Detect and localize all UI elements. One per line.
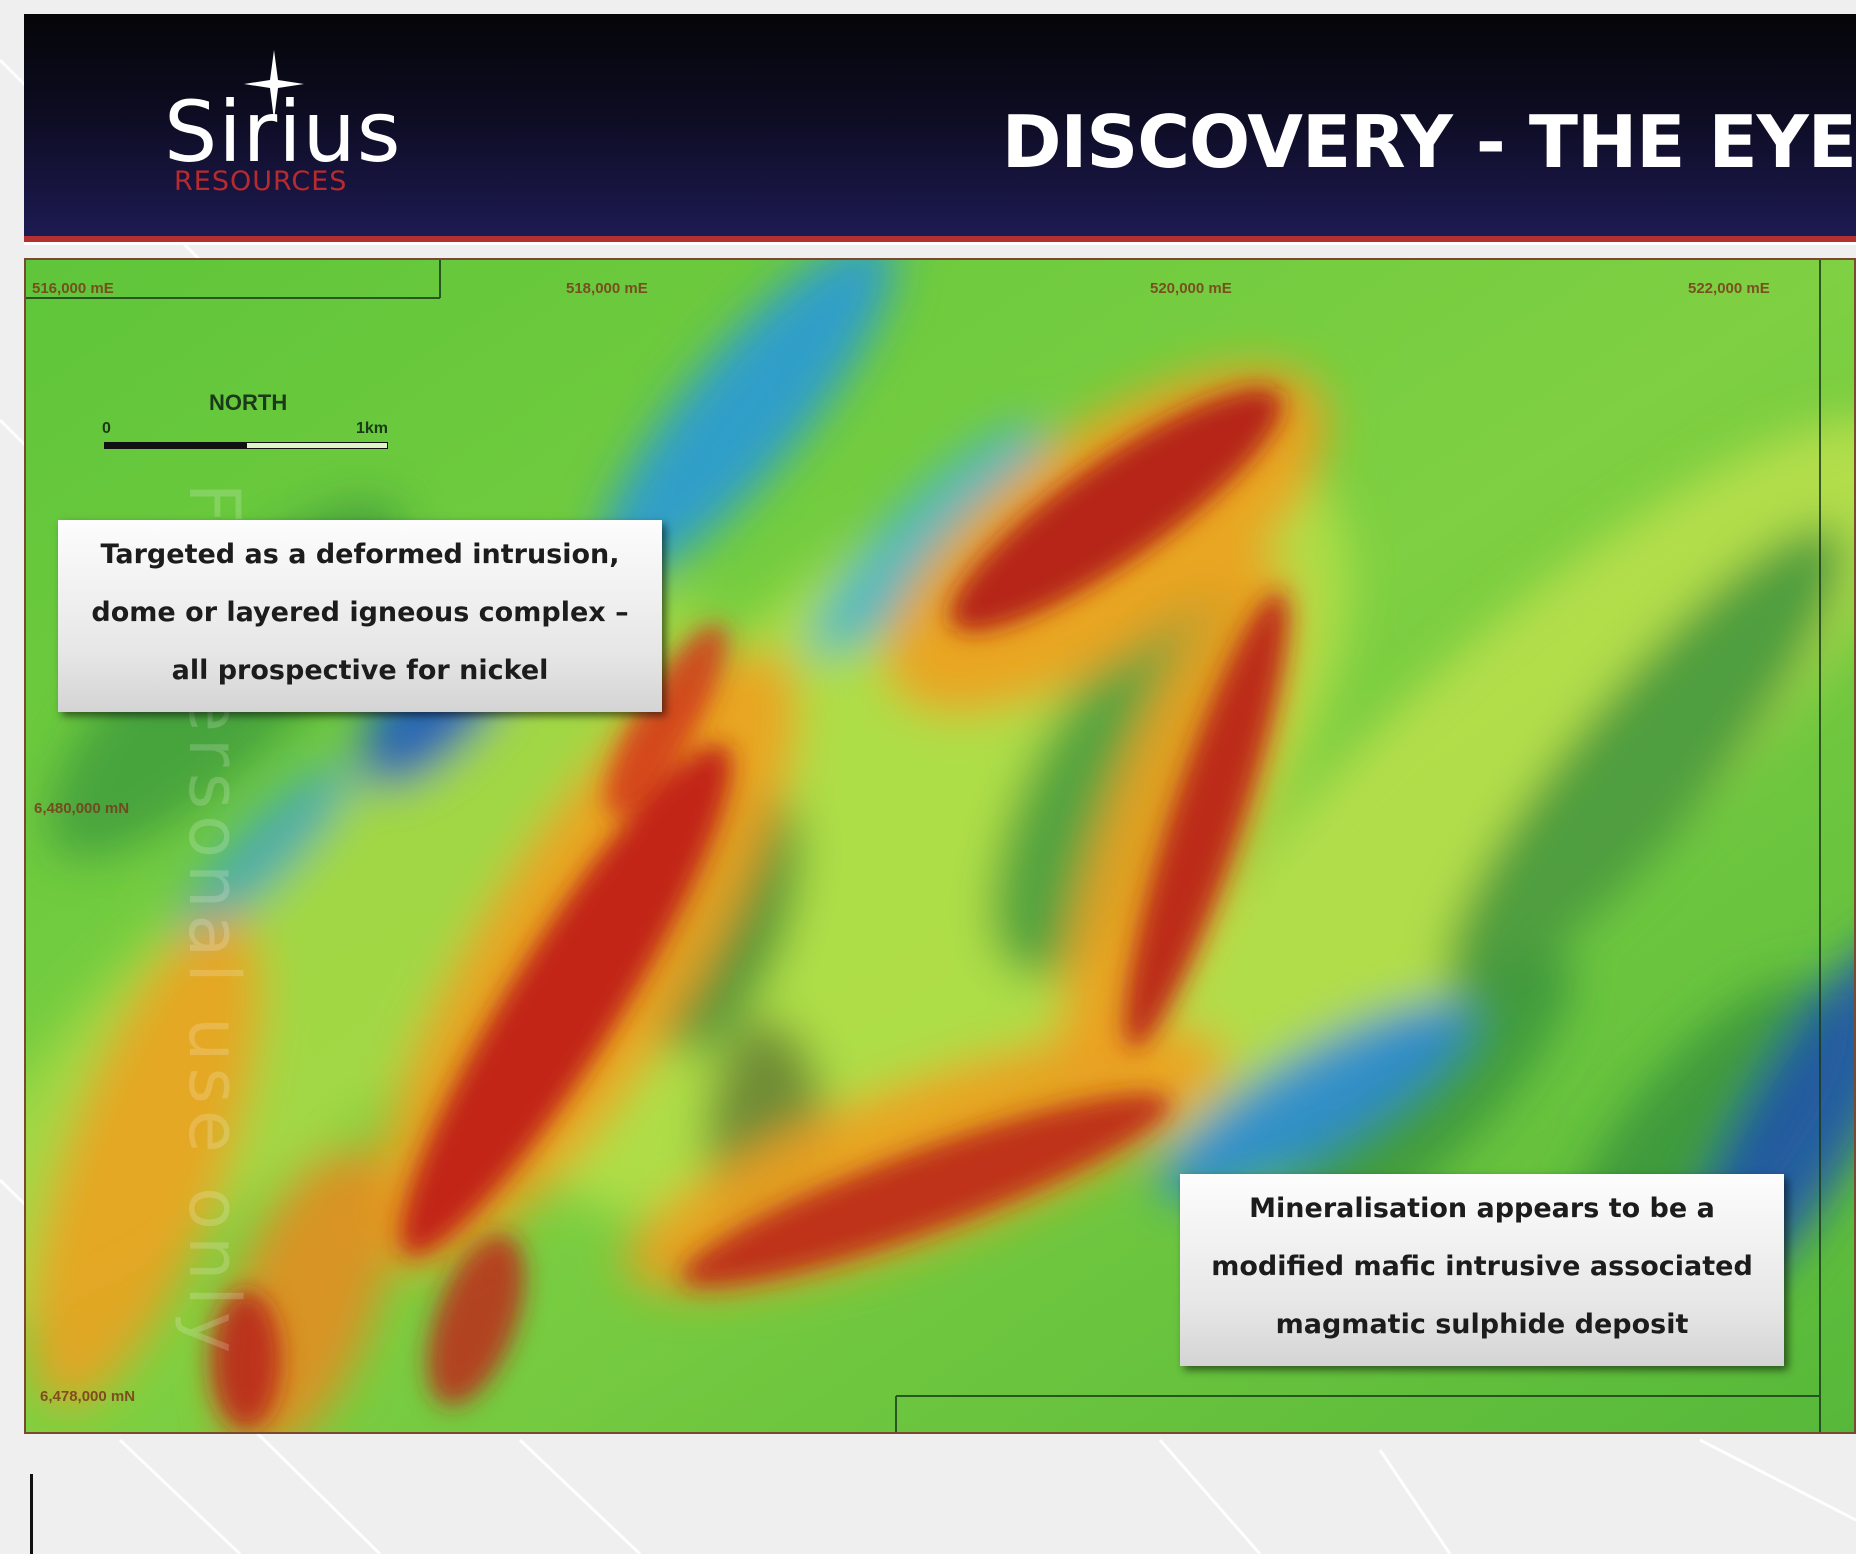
star-icon: [244, 50, 304, 120]
slide-title: DISCOVERY - THE EYE: [1001, 100, 1856, 184]
company-logo: Sirius RESOURCES: [134, 50, 464, 210]
northing-label: 6,480,000 mN: [34, 800, 130, 817]
scale-bar-dark-segment: [104, 442, 246, 449]
callout-line: modified mafic intrusive associated: [1211, 1251, 1753, 1282]
callout-intrusion: Targeted as a deformed intrusion, dome o…: [58, 520, 662, 712]
north-label: NORTH: [209, 390, 288, 415]
northing-label: 6,478,000 mN: [40, 1388, 136, 1405]
logo-subtitle: RESOURCES: [174, 166, 348, 197]
scale-bar: NORTH 0 1km: [94, 390, 394, 450]
header-divider: [24, 236, 1856, 242]
easting-label: 516,000 mE: [32, 280, 114, 297]
easting-label: 518,000 mE: [566, 280, 648, 297]
header-divider-light: [24, 242, 1856, 245]
easting-label: 520,000 mE: [1150, 280, 1232, 297]
logo-wordmark: Sirius: [164, 83, 402, 181]
callout-mineralisation: Mineralisation appears to be a modified …: [1180, 1174, 1784, 1366]
text-cursor-icon: [30, 1474, 33, 1554]
slide-header: Sirius RESOURCES DISCOVERY - THE EYE: [24, 14, 1856, 236]
magnetic-anomaly-map: For personal use only 516,000 mE 518,000…: [24, 258, 1856, 1434]
heatmap-image: [26, 260, 1854, 1432]
callout-line: all prospective for nickel: [171, 655, 549, 686]
callout-line: dome or layered igneous complex –: [91, 597, 629, 628]
callout-line: magmatic sulphide deposit: [1275, 1309, 1689, 1340]
scale-end-label: 1km: [356, 420, 389, 437]
callout-line: Mineralisation appears to be a: [1249, 1193, 1715, 1224]
slide: Sirius RESOURCES DISCOVERY - THE EYE: [24, 14, 1856, 1434]
scale-start-label: 0: [102, 420, 111, 437]
callout-line: Targeted as a deformed intrusion,: [100, 539, 620, 570]
easting-label: 522,000 mE: [1688, 280, 1770, 297]
scale-bar-light-segment: [246, 442, 388, 449]
